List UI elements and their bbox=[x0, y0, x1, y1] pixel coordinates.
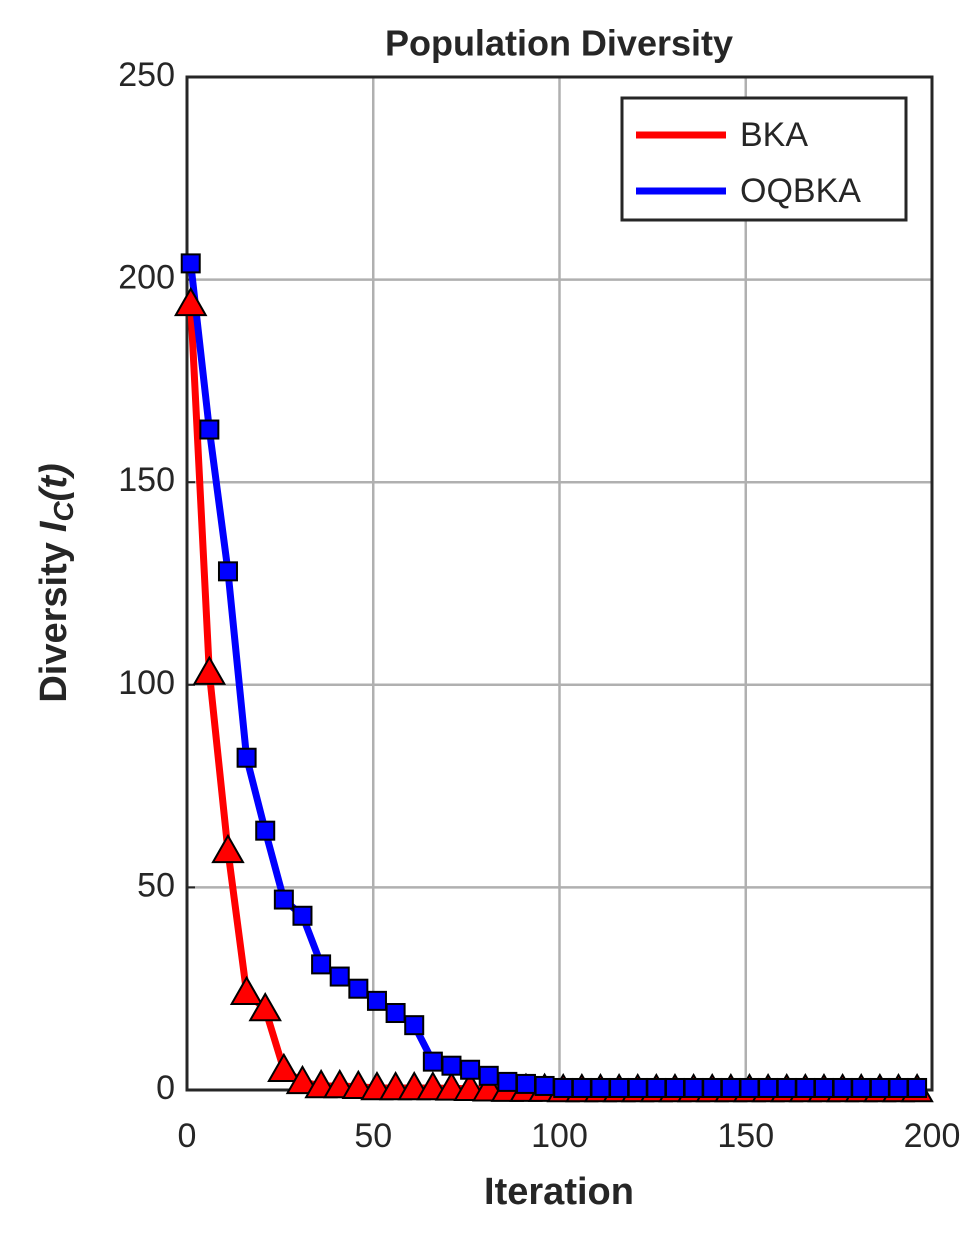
square-marker bbox=[609, 1077, 630, 1098]
square-marker bbox=[758, 1077, 779, 1098]
y-tick-label: 150 bbox=[118, 461, 175, 499]
y-label-variable: I bbox=[33, 520, 75, 532]
triangle-marker bbox=[248, 991, 282, 1022]
square-marker bbox=[776, 1077, 797, 1098]
chart-title: Population Diversity bbox=[385, 23, 733, 64]
square-marker bbox=[515, 1073, 536, 1094]
square-marker bbox=[888, 1077, 909, 1098]
square-marker bbox=[199, 419, 220, 440]
y-label-argument: (t) bbox=[33, 463, 75, 501]
square-marker bbox=[329, 966, 350, 987]
triangle-marker bbox=[211, 833, 245, 864]
square-marker bbox=[646, 1077, 667, 1098]
square-marker bbox=[627, 1077, 648, 1098]
square-marker bbox=[217, 561, 238, 582]
x-tick-label: 150 bbox=[717, 1117, 774, 1155]
square-marker bbox=[255, 820, 276, 841]
y-label-text: Diversity bbox=[33, 542, 75, 703]
x-tick-label: 100 bbox=[531, 1117, 588, 1155]
square-marker bbox=[702, 1077, 723, 1098]
y-axis-label: Diversity IC(t) bbox=[33, 463, 79, 702]
triangle-marker bbox=[192, 655, 227, 685]
square-marker bbox=[869, 1077, 890, 1098]
square-marker bbox=[441, 1055, 462, 1076]
x-axis-label: Iteration bbox=[484, 1171, 634, 1213]
square-marker bbox=[236, 747, 257, 768]
square-marker bbox=[907, 1077, 928, 1098]
square-marker bbox=[813, 1077, 834, 1098]
square-marker bbox=[422, 1051, 443, 1072]
square-marker bbox=[590, 1077, 611, 1098]
legend-label: BKA bbox=[740, 116, 808, 154]
y-tick-label: 0 bbox=[156, 1069, 175, 1107]
square-marker bbox=[720, 1077, 741, 1098]
square-marker bbox=[273, 889, 294, 910]
triangle-marker bbox=[229, 975, 264, 1006]
x-tick-label: 200 bbox=[904, 1117, 961, 1155]
square-marker bbox=[571, 1077, 592, 1098]
y-label-subscript: C bbox=[48, 501, 79, 522]
legend-label: OQBKA bbox=[740, 172, 861, 210]
square-marker bbox=[478, 1065, 499, 1086]
square-marker bbox=[180, 253, 201, 274]
square-marker bbox=[385, 1003, 406, 1024]
square-marker bbox=[460, 1059, 481, 1080]
square-marker bbox=[311, 954, 332, 975]
square-marker bbox=[832, 1077, 853, 1098]
square-marker bbox=[739, 1077, 760, 1098]
x-tick-label: 0 bbox=[178, 1117, 197, 1155]
square-marker bbox=[404, 1015, 425, 1036]
square-marker bbox=[348, 978, 369, 999]
y-tick-label: 100 bbox=[118, 664, 175, 702]
x-tick-label: 50 bbox=[354, 1117, 392, 1155]
triangle-marker bbox=[267, 1052, 301, 1082]
triangle-marker bbox=[285, 1064, 320, 1095]
y-tick-label: 50 bbox=[137, 866, 175, 904]
square-marker bbox=[683, 1077, 704, 1098]
square-marker bbox=[795, 1077, 816, 1098]
y-tick-label: 200 bbox=[118, 259, 175, 297]
square-marker bbox=[366, 990, 387, 1011]
square-marker bbox=[497, 1071, 518, 1092]
legend-box bbox=[620, 96, 908, 222]
square-marker bbox=[534, 1075, 555, 1096]
square-marker bbox=[292, 905, 313, 926]
y-tick-label: 250 bbox=[118, 56, 175, 94]
triangle-marker bbox=[174, 286, 208, 317]
square-marker bbox=[851, 1077, 872, 1098]
square-marker bbox=[664, 1077, 685, 1098]
square-marker bbox=[553, 1077, 574, 1098]
